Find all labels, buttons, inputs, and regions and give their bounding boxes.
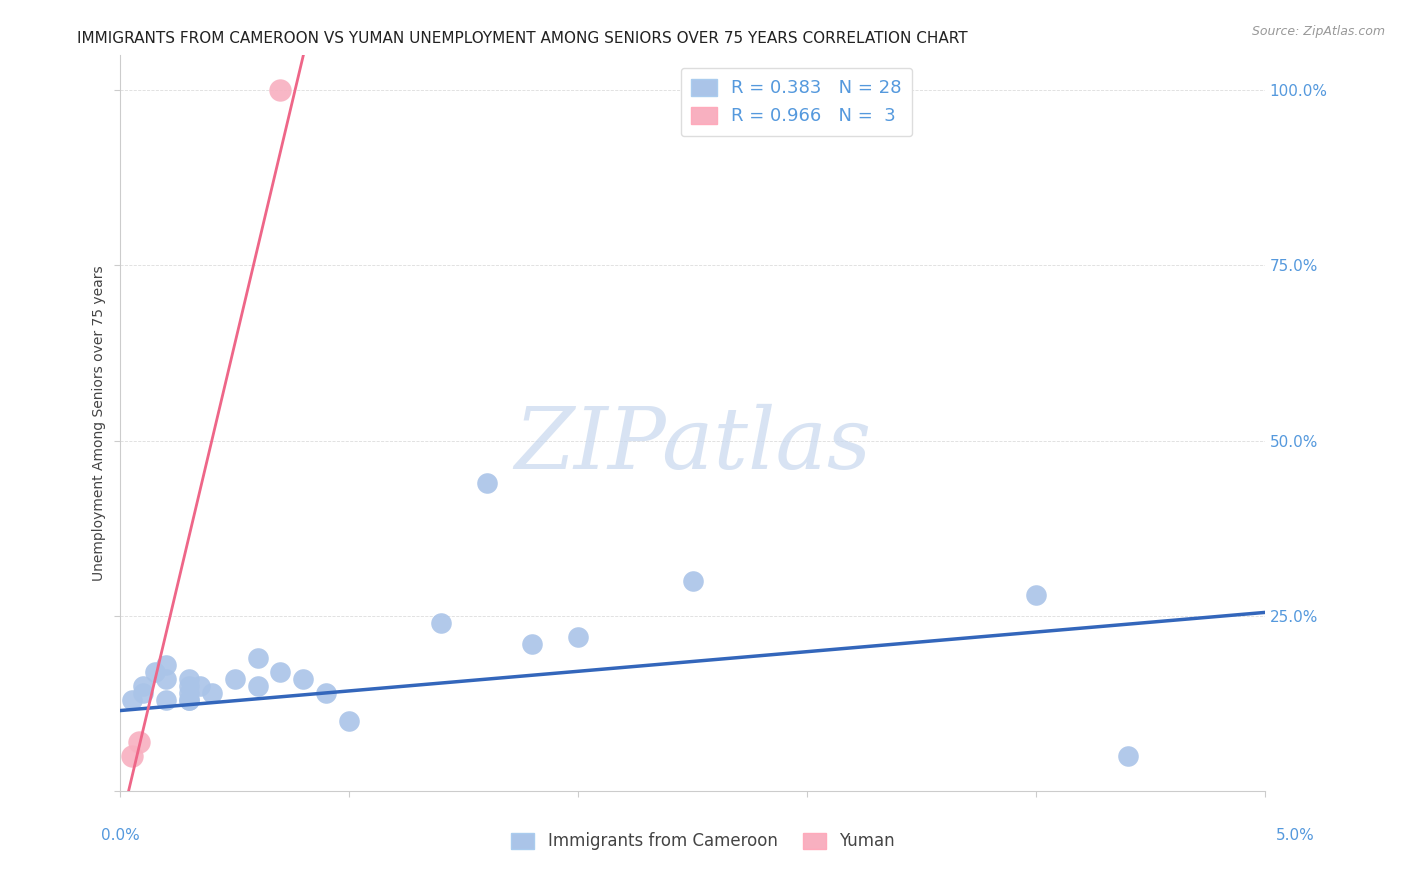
Point xyxy=(132,686,155,700)
Legend: R = 0.383   N = 28, R = 0.966   N =  3: R = 0.383 N = 28, R = 0.966 N = 3 xyxy=(681,68,912,136)
Text: IMMIGRANTS FROM CAMEROON VS YUMAN UNEMPLOYMENT AMONG SENIORS OVER 75 YEARS CORRE: IMMIGRANTS FROM CAMEROON VS YUMAN UNEMPL… xyxy=(77,31,967,46)
Point xyxy=(682,574,704,588)
Point xyxy=(1116,749,1139,764)
Point xyxy=(475,475,498,490)
Point xyxy=(337,714,360,728)
Point xyxy=(132,679,155,693)
Point xyxy=(224,672,246,686)
Point xyxy=(246,679,269,693)
Y-axis label: Unemployment Among Seniors over 75 years: Unemployment Among Seniors over 75 years xyxy=(93,265,107,581)
Point xyxy=(315,686,337,700)
Point xyxy=(177,693,200,707)
Point xyxy=(177,679,200,693)
Text: ZIPatlas: ZIPatlas xyxy=(515,404,872,486)
Point xyxy=(121,749,143,764)
Text: 0.0%: 0.0% xyxy=(101,828,141,843)
Point xyxy=(1025,588,1047,602)
Point xyxy=(155,672,177,686)
Point xyxy=(269,665,291,679)
Point xyxy=(429,615,451,630)
Point xyxy=(177,686,200,700)
Point xyxy=(269,83,291,97)
Point xyxy=(155,693,177,707)
Text: Source: ZipAtlas.com: Source: ZipAtlas.com xyxy=(1251,25,1385,38)
Legend: Immigrants from Cameroon, Yuman: Immigrants from Cameroon, Yuman xyxy=(505,826,901,857)
Point xyxy=(177,693,200,707)
Point xyxy=(121,693,143,707)
Point xyxy=(177,672,200,686)
Point xyxy=(143,665,166,679)
Point xyxy=(188,679,211,693)
Point xyxy=(128,735,150,749)
Text: 5.0%: 5.0% xyxy=(1275,828,1315,843)
Point xyxy=(155,658,177,673)
Point xyxy=(246,651,269,665)
Point xyxy=(567,630,589,644)
Point xyxy=(201,686,224,700)
Point xyxy=(292,672,315,686)
Point xyxy=(522,637,544,651)
